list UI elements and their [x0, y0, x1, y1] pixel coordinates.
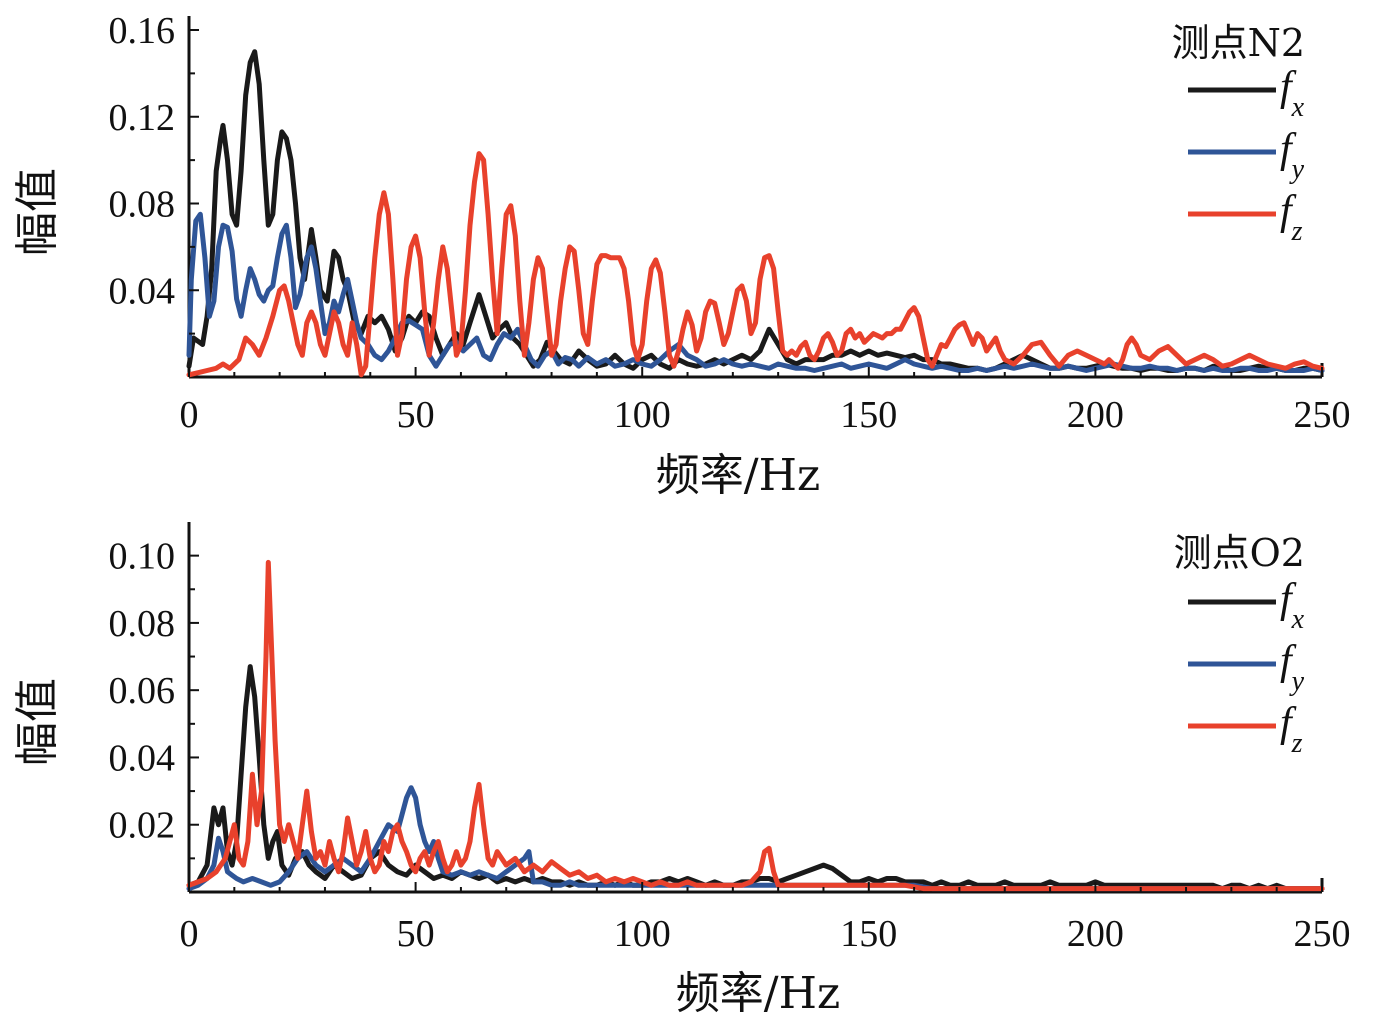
y-tick-label: 0.04 [109, 270, 176, 312]
x-tick-label: 0 [180, 394, 199, 436]
series-line-fx [186, 664, 1325, 892]
x-tick-label: 150 [840, 394, 897, 436]
legend-label-fx: fx [1280, 64, 1305, 123]
series-line-fy [186, 211, 1325, 373]
x-tick-label: 0 [180, 913, 199, 955]
legend-label-fz: fz [1280, 700, 1303, 759]
y-tick-label: 0.02 [109, 805, 176, 847]
legend-label-fx: fx [1280, 576, 1305, 635]
x-tick-label: 200 [1067, 913, 1124, 955]
series-line-fz [186, 151, 1325, 378]
x-tick-label: 100 [614, 913, 671, 955]
legend-label-fy: fy [1280, 638, 1305, 697]
y-tick-label: 0.16 [109, 10, 176, 52]
x-tick-label: 100 [614, 394, 671, 436]
y-tick-label: 0.08 [109, 184, 176, 226]
x-tick-label: 50 [397, 394, 435, 436]
series-line-fz [186, 559, 1325, 892]
chart-panel-n2: 0 50 100 150 200 250 0.04 0.08 0.12 0.16 频率/Hz 幅值 测点… [12, 10, 1351, 501]
legend-label-fy: fy [1280, 126, 1305, 185]
x-tick-label: 250 [1294, 394, 1351, 436]
x-tick-label: 250 [1294, 913, 1351, 955]
y-tick-label: 0.04 [109, 737, 176, 779]
legend-label-fz: fz [1280, 188, 1303, 247]
legend-title: 测点N2 [1172, 21, 1305, 65]
x-tick-label: 200 [1067, 394, 1124, 436]
x-axis-label: 频率/Hz [656, 450, 820, 501]
x-axis-label: 频率/Hz [676, 968, 840, 1019]
x-tick-label: 150 [840, 913, 897, 955]
y-axis-label: 幅值 [12, 168, 63, 256]
y-tick-label: 0.06 [109, 670, 176, 712]
x-tick-label: 50 [397, 913, 435, 955]
y-tick-label: 0.08 [109, 603, 176, 645]
chart-panel-o2: 0 50 100 150 200 250 0.02 0.04 0.06 0.08 0.10 频率/Hz… [12, 522, 1351, 1019]
legend-title: 测点O2 [1174, 531, 1305, 575]
y-tick-label: 0.10 [109, 536, 176, 578]
y-tick-label: 0.12 [109, 97, 176, 139]
y-axis-label: 幅值 [12, 678, 63, 766]
